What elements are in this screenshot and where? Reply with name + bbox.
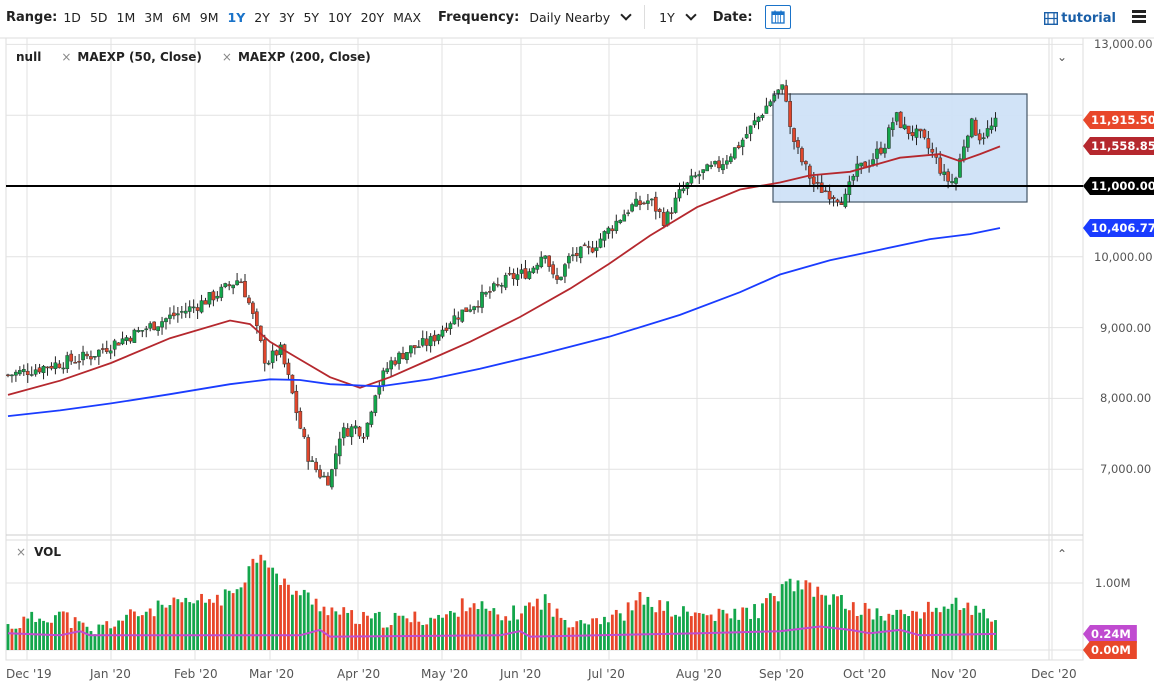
range-1y[interactable]: 1Y: [227, 9, 246, 25]
time-axis-tick: Mar '20: [249, 667, 295, 681]
price-axis-tick: 9,000.00: [1100, 320, 1152, 335]
range-1m[interactable]: 1M: [116, 9, 136, 25]
range-3m[interactable]: 3M: [144, 9, 164, 25]
menu-icon[interactable]: [1132, 10, 1146, 23]
time-axis-tick: Dec '19: [6, 667, 52, 681]
range-buttons: 1D 5D 1M 3M 6M 9M 1Y 2Y 3Y 5Y 10Y 20Y MAX: [63, 10, 430, 25]
study-maexp-200: MAEXP (200, Close): [237, 50, 371, 64]
range-1d[interactable]: 1D: [63, 9, 81, 25]
range-6m[interactable]: 6M: [172, 9, 191, 25]
volume-ma-tag: 0.24M: [1083, 625, 1137, 643]
study-maexp-50: MAEXP (50, Close): [77, 50, 202, 64]
frequency-label: Frequency:: [438, 9, 520, 25]
volume-label: VOL: [34, 545, 61, 559]
range-10y[interactable]: 10Y: [328, 9, 352, 25]
volume-axis-label: 1.00M: [1095, 576, 1131, 590]
symbol-label: null: [16, 50, 42, 64]
price-axis-tick: 7,000.00: [1100, 462, 1152, 477]
time-axis-tick: Aug '20: [676, 667, 722, 681]
range-max[interactable]: MAX: [393, 9, 422, 25]
price-axis-tick: 8,000.00: [1100, 391, 1152, 406]
range-20y[interactable]: 20Y: [360, 9, 385, 25]
time-axis-tick: Apr '20: [337, 667, 381, 681]
date-picker-button[interactable]: [764, 5, 791, 29]
hline-value-tag: 11,000.00: [1083, 177, 1154, 195]
remove-volume-icon[interactable]: ×: [16, 545, 27, 559]
remove-study-icon[interactable]: ×: [221, 50, 232, 64]
remove-study-icon[interactable]: ×: [61, 50, 72, 64]
tutorial-link[interactable]: tutorial: [1044, 11, 1116, 26]
price-axis-tick: 10,000.00: [1094, 249, 1153, 264]
range-5d[interactable]: 5D: [89, 9, 108, 25]
time-axis-tick: Dec '20: [1031, 667, 1077, 681]
ma200-value-tag: 10,406.77: [1083, 219, 1154, 237]
range-3y[interactable]: 3Y: [278, 9, 295, 25]
range-label: Range:: [6, 9, 58, 25]
volume-legend: × VOL: [16, 545, 61, 559]
volume-last-tag: 0.00M: [1083, 641, 1137, 659]
time-axis-tick: Jul '20: [588, 667, 625, 681]
calendar-icon: [770, 10, 785, 24]
period-dropdown[interactable]: 1Y: [659, 9, 703, 25]
frequency-dropdown[interactable]: Daily Nearby: [529, 9, 638, 25]
last-price-tag: 11,915.50: [1083, 111, 1154, 129]
range-2y[interactable]: 2Y: [254, 9, 270, 25]
time-axis-tick: Sep '20: [759, 667, 804, 681]
date-label: Date:: [712, 9, 753, 25]
time-axis-tick: Jun '20: [500, 667, 542, 681]
range-5y[interactable]: 5Y: [303, 9, 320, 25]
price-axis-tick: 13,000.00: [1094, 37, 1153, 51]
divider: [644, 5, 646, 29]
collapse-volume-pane-button[interactable]: ⌃: [1057, 547, 1068, 561]
frequency-value: Daily Nearby: [529, 9, 611, 25]
toolbar: Range: 1D 5D 1M 3M 6M 9M 1Y 2Y 3Y 5Y 10Y 20Y MAX Fre…: [0, 0, 1154, 34]
time-axis-tick: Oct '20: [843, 667, 887, 681]
period-value: 1Y: [659, 9, 675, 25]
range-9m[interactable]: 9M: [199, 9, 219, 25]
time-axis-tick: Nov '20: [931, 667, 977, 681]
price-legend: null × MAEXP (50, Close) × MAEXP (200, C…: [16, 50, 371, 64]
film-icon: [1044, 12, 1059, 25]
time-axis-tick: Feb '20: [174, 667, 218, 681]
time-axis-tick: May '20: [421, 667, 469, 681]
time-axis-tick: Jan '20: [90, 667, 131, 681]
collapse-price-pane-button[interactable]: ⌄: [1057, 50, 1068, 64]
tutorial-label: tutorial: [1061, 11, 1116, 26]
ma50-value-tag: 11,558.85: [1083, 137, 1154, 155]
